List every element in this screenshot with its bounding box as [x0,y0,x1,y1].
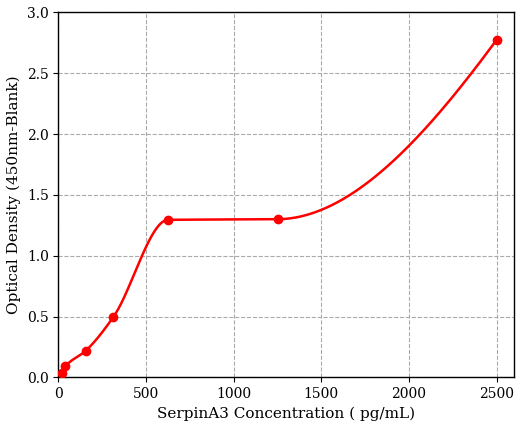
Y-axis label: Optical Density (450nm-Blank): Optical Density (450nm-Blank) [7,76,21,314]
X-axis label: SerpinA3 Concentration ( pg/mL): SerpinA3 Concentration ( pg/mL) [157,407,415,421]
